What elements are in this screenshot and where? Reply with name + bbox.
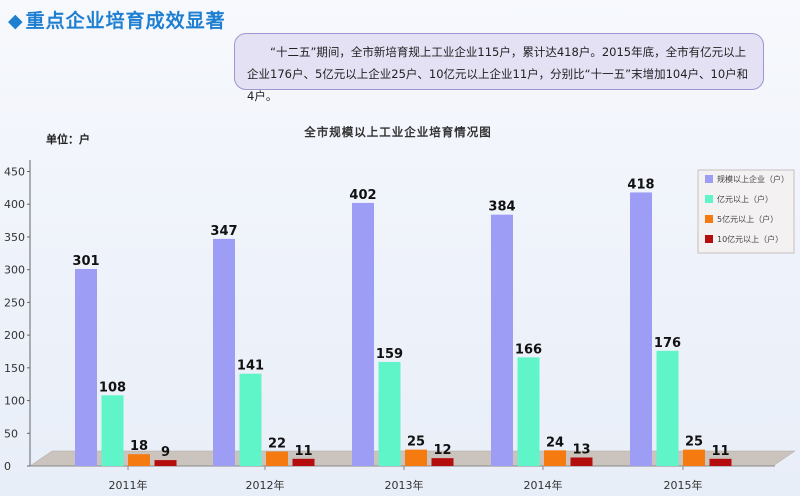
bar bbox=[656, 350, 679, 466]
bar bbox=[405, 449, 427, 466]
data-label: 12 bbox=[433, 443, 451, 458]
bar bbox=[378, 361, 401, 466]
bar bbox=[683, 449, 705, 466]
x-tick-label: 2012年 bbox=[246, 478, 285, 492]
bar bbox=[101, 395, 124, 466]
page-heading: ◆ 重点企业培育成效显著 bbox=[8, 6, 226, 33]
y-tick-label: 0 bbox=[4, 460, 11, 473]
bar bbox=[266, 451, 288, 466]
y-tick-label: 150 bbox=[4, 362, 25, 375]
y-tick-label: 50 bbox=[4, 427, 18, 440]
legend-label: 5亿元以上（户） bbox=[717, 214, 778, 224]
bar bbox=[517, 357, 540, 466]
data-label: 301 bbox=[72, 254, 99, 269]
y-tick-label: 200 bbox=[4, 329, 25, 342]
data-label: 22 bbox=[268, 437, 286, 452]
legend-label: 规模以上企业（户） bbox=[717, 174, 789, 184]
chart-title: 全市规模以上工业企业培育情况图 bbox=[303, 125, 492, 139]
x-tick-label: 2014年 bbox=[524, 478, 563, 492]
chart-legend: 规模以上企业（户） 亿元以上（户） 5亿元以上（户） 10亿元以上（户） bbox=[697, 169, 795, 254]
legend-box bbox=[697, 169, 795, 254]
legend-swatch bbox=[705, 235, 713, 243]
data-label: 166 bbox=[515, 342, 542, 357]
data-label: 24 bbox=[546, 435, 564, 450]
data-label: 11 bbox=[294, 444, 312, 459]
unit-label: 单位：户 bbox=[46, 132, 90, 146]
data-label: 384 bbox=[488, 200, 515, 215]
bar bbox=[570, 457, 593, 466]
legend-swatch bbox=[705, 215, 713, 223]
legend-label: 亿元以上（户） bbox=[717, 194, 773, 204]
bar bbox=[239, 373, 262, 466]
bar bbox=[75, 269, 97, 466]
y-tick-label: 300 bbox=[4, 264, 25, 277]
x-tick-label: 2013年 bbox=[385, 478, 424, 492]
bar bbox=[128, 454, 150, 466]
y-tick-label: 400 bbox=[4, 198, 25, 211]
bar bbox=[709, 458, 732, 466]
legend-swatch bbox=[705, 175, 713, 183]
legend-swatch bbox=[705, 195, 713, 203]
data-label: 141 bbox=[237, 359, 264, 374]
bar bbox=[213, 238, 235, 466]
legend-label: 10亿元以上（户） bbox=[717, 234, 783, 244]
bar bbox=[544, 450, 566, 466]
y-tick-label: 350 bbox=[4, 231, 25, 244]
bar bbox=[292, 458, 315, 466]
y-tick-label: 100 bbox=[4, 395, 25, 408]
data-label: 9 bbox=[161, 445, 170, 460]
bar bbox=[154, 460, 177, 466]
diamond-icon: ◆ bbox=[8, 10, 24, 32]
data-label: 159 bbox=[376, 347, 403, 362]
bar bbox=[352, 202, 374, 466]
x-tick-label: 2015年 bbox=[664, 478, 703, 492]
data-label: 418 bbox=[627, 177, 654, 192]
data-label: 108 bbox=[99, 380, 126, 395]
data-label: 347 bbox=[210, 224, 237, 239]
page-heading-text: 重点企业培育成效显著 bbox=[25, 10, 226, 32]
data-label: 402 bbox=[349, 188, 376, 203]
chart-bars: 301 347 402 384 418 108 141 159 166 176 18 22 25 24 25… bbox=[72, 177, 732, 467]
data-label: 176 bbox=[654, 336, 681, 351]
data-label: 25 bbox=[685, 435, 703, 450]
bar bbox=[630, 192, 652, 467]
summary-note: “十二五”期间，全市新培育规上工业企业115户，累计达418户。2015年底，全… bbox=[234, 33, 764, 103]
bar bbox=[431, 458, 454, 466]
data-label: 13 bbox=[572, 442, 590, 457]
y-tick-label: 250 bbox=[4, 296, 25, 309]
data-label: 11 bbox=[711, 444, 729, 459]
data-label: 25 bbox=[407, 435, 425, 450]
x-tick-label: 2011年 bbox=[109, 478, 148, 492]
bar bbox=[491, 214, 513, 466]
y-tick-label: 450 bbox=[4, 166, 25, 179]
data-label: 18 bbox=[130, 439, 148, 454]
